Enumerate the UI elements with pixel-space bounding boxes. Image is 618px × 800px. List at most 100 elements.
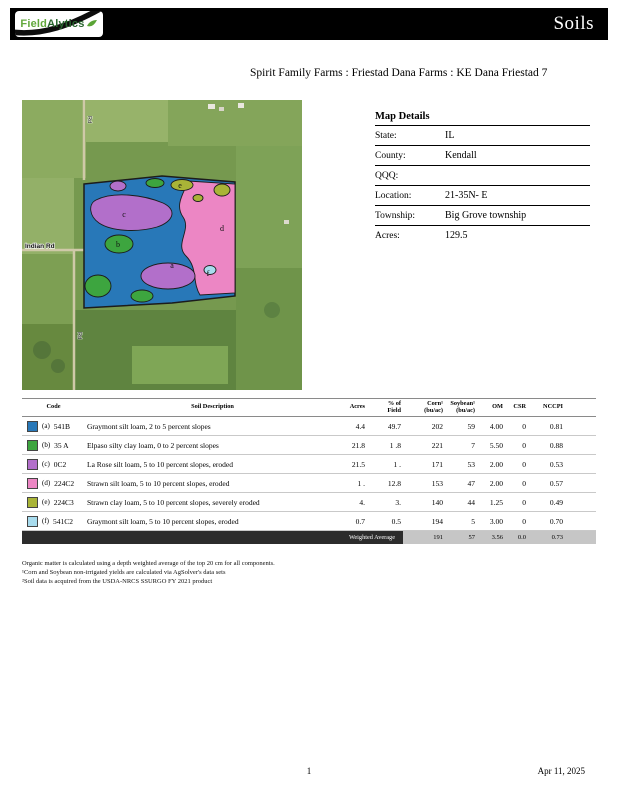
zone-letters: a b c d e f	[116, 181, 224, 278]
zone-f-graymont-eroded	[203, 265, 217, 275]
soil-color-swatch	[27, 439, 38, 451]
soil-description: Graymont silt loam, 2 to 5 percent slope…	[87, 421, 211, 431]
acres-value: 0.7	[355, 516, 365, 526]
soil-code-cell: (f) 541C2	[22, 515, 85, 527]
detail-label: Location:	[375, 190, 412, 201]
soil-code: 224C2	[54, 478, 75, 488]
detail-value: Big Grove township	[445, 210, 527, 221]
farm-breadcrumb-title: Spirit Family Farms : Friestad Dana Farm…	[250, 67, 548, 79]
zone-e-strawn-clay-2	[213, 183, 231, 197]
pct-field-value: 1 .	[393, 459, 402, 469]
soil-code: 541B	[53, 421, 71, 431]
acres-value: 1 .	[357, 478, 366, 488]
soil-color-swatch	[27, 420, 38, 432]
map-details-panel: Map Details State: IL County: Kendall QQ…	[375, 111, 590, 245]
fieldalytics-logo: FieldAlytics	[15, 11, 103, 37]
detail-row-acres: Acres: 129.5	[375, 226, 590, 245]
detail-row-location: Location: 21-35N- E	[375, 186, 590, 206]
om-value: 2.00	[489, 459, 503, 469]
col-header-corn: Corn¹ (bu/ac)	[424, 399, 443, 414]
soil-row-a: (a) 541B Graymont silt loam, 2 to 5 perc…	[22, 417, 596, 436]
corn-yield-value: 140	[431, 497, 443, 507]
col-header-nccpi: NCCPI	[543, 403, 563, 411]
soil-code-cell: (e) 224C3	[22, 496, 85, 508]
soil-code-cell: (a) 541B	[22, 420, 85, 432]
road-label-vertical-top: Rd	[86, 116, 92, 123]
satellite-map-image: Rd Rd Indian Rd a b	[22, 100, 302, 390]
zone-e-strawn-clay-1	[170, 179, 194, 191]
pct-field-value: 12.8	[387, 478, 401, 488]
soil-code: 0C2	[53, 459, 67, 469]
soil-color-swatch	[27, 496, 38, 508]
brand-field-text: Field	[20, 18, 48, 30]
soil-map: Rd Rd Indian Rd a b	[22, 100, 302, 390]
col-header-description: Soil Description	[191, 403, 234, 411]
soybean-yield-value: 7	[471, 440, 475, 450]
zone-d-strawn-silt	[179, 180, 236, 296]
pct-field-value: 0.5	[391, 516, 401, 526]
zone-letter-label: (e)	[42, 498, 50, 506]
acres-value: 4.4	[355, 421, 365, 431]
detail-row-township: Township: Big Grove township	[375, 206, 590, 226]
report-date: Apr 11, 2025	[537, 766, 585, 776]
col-header-soybean: Soybean¹ (bu/ac)	[450, 399, 475, 414]
soil-table: Code Soil Description Acres % of Field Co…	[22, 398, 596, 544]
weighted-om: 3.56	[477, 531, 505, 544]
roads	[22, 100, 86, 390]
soybean-yield-value: 47	[467, 478, 476, 488]
top-header-bar: FieldAlytics Soils	[10, 8, 608, 40]
detail-value: Kendall	[445, 150, 477, 161]
soil-color-swatch	[27, 477, 38, 489]
brand-wordmark: FieldAlytics	[20, 18, 84, 30]
detail-row-county: County: Kendall	[375, 146, 590, 166]
road-label-vertical-bottom: Rd	[76, 332, 82, 339]
soil-zone-polygons	[83, 175, 236, 309]
corn-yield-value: 171	[431, 459, 443, 469]
soybean-yield-value: 59	[467, 421, 476, 431]
soybean-yield-value: 44	[467, 497, 476, 507]
detail-label: Acres:	[375, 230, 400, 241]
zone-b-elpaso-1	[104, 234, 134, 254]
detail-label: QQQ:	[375, 170, 399, 181]
col-header-pct: % of Field	[387, 399, 401, 414]
col-header-om: OM	[492, 403, 503, 411]
csr-value: 0	[522, 440, 526, 450]
nccpi-value: 0.88	[549, 440, 563, 450]
nccpi-value: 0.53	[549, 459, 563, 469]
footnotes: Organic matter is calculated using a dep…	[22, 559, 275, 586]
soybean-yield-value: 5	[471, 516, 475, 526]
soil-description: Strawn silt loam, 5 to 10 percent slopes…	[87, 478, 230, 488]
nccpi-value: 0.49	[549, 497, 563, 507]
zone-e-strawn-clay-3	[192, 194, 204, 202]
om-value: 3.00	[489, 516, 503, 526]
soil-description: Elpaso silty clay loam, 0 to 2 percent s…	[87, 440, 219, 450]
zone-letter-label: (d)	[42, 479, 51, 487]
detail-value: 21-35N- E	[445, 190, 488, 201]
csr-value: 0	[522, 459, 526, 469]
soil-code-cell: (b) 35 A	[22, 439, 85, 451]
zone-b-elpaso-2	[84, 274, 112, 298]
om-value: 4.00	[489, 421, 503, 431]
soil-row-f: (f) 541C2 Graymont silt loam, 5 to 10 pe…	[22, 512, 596, 531]
acres-value: 21.8	[351, 440, 365, 450]
soil-row-b: (b) 35 A Elpaso silty clay loam, 0 to 2 …	[22, 436, 596, 455]
soil-row-c: (c) 0C2 La Rose silt loam, 5 to 10 perce…	[22, 455, 596, 474]
soil-row-d: (d) 224C2 Strawn silt loam, 5 to 10 perc…	[22, 474, 596, 493]
acres-value: 4.	[359, 497, 365, 507]
soil-code: 35 A	[54, 440, 69, 450]
soil-color-swatch	[27, 515, 38, 527]
nccpi-value: 0.81	[549, 421, 563, 431]
detail-row-state: State: IL	[375, 126, 590, 146]
zone-letter-a: a	[170, 261, 174, 270]
soil-row-e: (e) 224C3 Strawn clay loam, 5 to 10 perc…	[22, 493, 596, 512]
soil-table-header: Code Soil Description Acres % of Field Co…	[22, 398, 596, 417]
acres-value: 21.5	[351, 459, 365, 469]
om-value: 2.00	[489, 478, 503, 488]
soil-code-cell: (d) 224C2	[22, 477, 85, 489]
soil-code: 541C2	[53, 516, 74, 526]
corn-yield-value: 194	[431, 516, 443, 526]
detail-label: State:	[375, 130, 397, 141]
weighted-soybean: 57	[445, 531, 477, 544]
soybean-yield-value: 53	[467, 459, 476, 469]
